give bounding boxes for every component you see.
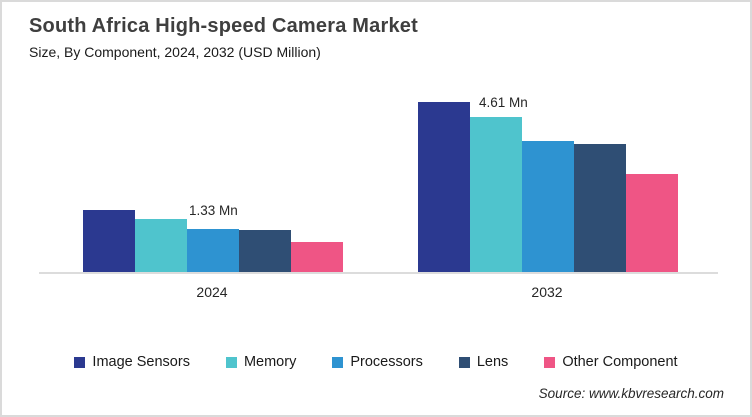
legend-item-memory: Memory [225, 354, 297, 370]
bar-memory-2032 [470, 117, 522, 272]
source-credit: Source: www.kbvresearch.com [538, 386, 724, 401]
legend-swatch-image-sensors [74, 356, 86, 368]
legend: Image Sensors Memory Processors Lens Other C… [2, 354, 750, 370]
legend-swatch-memory [225, 356, 237, 368]
legend-swatch-lens [458, 356, 470, 368]
x-axis-label-2032: 2032 [531, 284, 563, 300]
legend-label-image-sensors: Image Sensors [92, 354, 190, 370]
x-axis-line [39, 272, 718, 274]
x-axis-label-2024: 2024 [196, 284, 228, 300]
legend-item-processors: Processors [332, 354, 423, 370]
chart-subtitle: Size, By Component, 2024, 2032 (USD Mill… [29, 44, 321, 60]
legend-label-memory: Memory [243, 354, 297, 370]
bar-image-sensors-2032 [418, 102, 470, 272]
legend-item-lens: Lens [458, 354, 509, 370]
legend-swatch-other-component [544, 356, 556, 368]
bar-image-sensors-2024 [83, 210, 135, 272]
bar-processors-2032 [522, 141, 574, 272]
data-label-memory-2024: 1.33 Mn [189, 203, 238, 218]
bar-other-component-2032 [626, 174, 678, 272]
data-label-memory-2032: 4.61 Mn [479, 95, 528, 110]
bar-memory-2024 [135, 219, 187, 272]
bar-lens-2024 [239, 230, 291, 272]
bar-other-component-2024 [291, 242, 343, 272]
legend-swatch-processors [332, 356, 344, 368]
chart-title: South Africa High-speed Camera Market [29, 15, 418, 37]
legend-label-processors: Processors [350, 354, 423, 370]
legend-label-other-component: Other Component [562, 354, 678, 370]
legend-label-lens: Lens [476, 354, 509, 370]
legend-item-other-component: Other Component [544, 354, 678, 370]
legend-item-image-sensors: Image Sensors [74, 354, 190, 370]
bar-lens-2032 [574, 144, 626, 272]
bar-processors-2024 [187, 229, 239, 272]
